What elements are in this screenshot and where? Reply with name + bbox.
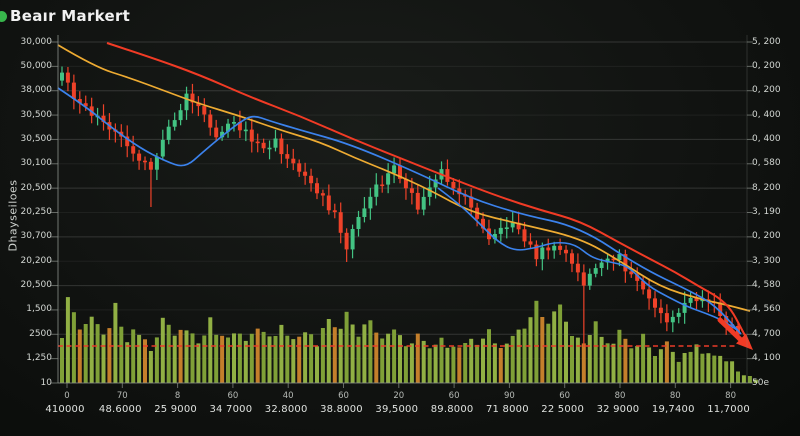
x-axis-value-label: 410000 [45, 404, 85, 415]
x-axis-value-label: 89.8000 [430, 404, 474, 415]
x-axis-value-label: 19,7400 [651, 404, 695, 415]
right-axis-label: 0, 400 [752, 109, 781, 120]
x-axis-tick-label: 60 [448, 391, 460, 401]
right-axis-label: 3, 300 [752, 255, 781, 266]
right-axis-label: 3, 190 [752, 207, 781, 217]
left-axis-label: 1,500 [26, 304, 52, 315]
left-axis-label: 10 [40, 377, 52, 388]
left-axis-label: 30,100 [20, 158, 53, 169]
x-axis-tick-label: 20 [393, 391, 405, 401]
right-axis-label: 0, 200 [752, 60, 781, 71]
yellow-ma-line [57, 44, 751, 312]
left-axis-label: 20,200 [20, 255, 53, 266]
x-axis-tick-label: 8 [174, 391, 181, 401]
breakdown-arrow-head-icon [736, 333, 753, 350]
right-axis-label: 4, 700 [752, 328, 781, 339]
left-axis-label: 1,250 [26, 353, 52, 364]
volume-bars [60, 297, 758, 383]
left-axis-label: 30,500 [20, 133, 53, 144]
right-axis-label: 8, 200 [752, 182, 781, 193]
left-axis-label: 20,500 [20, 182, 53, 193]
right-axis-label: 0, 200 [752, 231, 781, 242]
right-axis-label: 5, 200 [752, 36, 781, 47]
left-axis-label: 30,700 [20, 231, 53, 242]
x-axis-value-label: 38.8000 [320, 404, 363, 415]
status-dot-icon [0, 11, 7, 22]
x-axis-tick-label: 60 [227, 391, 239, 401]
left-axis-label: 30,000 [20, 36, 53, 47]
red-ma-line [106, 42, 750, 344]
x-axis-value-label: 34 7000 [209, 404, 253, 415]
right-axis-label: 50e [752, 377, 769, 388]
candles [60, 66, 740, 347]
right-axis-label: 4, 100 [752, 353, 781, 364]
axes [51, 35, 753, 388]
x-axis-value-label: 48.6000 [98, 404, 142, 415]
left-axis-label: 20,500 [20, 280, 53, 291]
left-axis-label: 38,000 [20, 85, 53, 96]
left-axis-label: 50,000 [20, 60, 53, 71]
moving-averages [57, 42, 751, 344]
x-axis-value-label: 25 9000 [154, 404, 197, 415]
left-axis-label: 20,250 [20, 207, 53, 217]
x-axis-tick-label: 40 [282, 391, 294, 401]
x-axis-tick-label: 60 [559, 391, 571, 401]
left-axis-label: 2500 [29, 328, 52, 339]
x-axis-tick-label: 60 [338, 391, 349, 401]
x-axis-value-label: 32 9000 [596, 404, 640, 415]
breakdown-arrow-shaft [717, 317, 745, 344]
right-axis-label: 0, 580 [752, 158, 781, 169]
x-axis-tick-label: 80 [725, 391, 736, 401]
x-axis-tick-label: 70 [116, 391, 128, 401]
right-axis-label: 0, 400 [752, 133, 781, 144]
x-axis-tick-label: 80 [669, 391, 681, 401]
x-axis-tick-label: 80 [614, 391, 626, 401]
x-axis-value-label: 11,7000 [707, 404, 750, 415]
x-axis-value-label: 22 5000 [541, 404, 585, 415]
chart-title: Beaır Markert [10, 7, 131, 25]
blue-short-ma-line [437, 187, 738, 331]
annotations [58, 317, 753, 350]
x-axis-value-label: 32.8000 [264, 404, 308, 415]
gridlines [58, 41, 747, 360]
left-axis-label: 30,500 [20, 109, 53, 120]
x-axis-value-label: 71 8000 [486, 404, 529, 415]
right-axis-label: 4, 560 [752, 304, 781, 315]
x-axis-tick-label: 90 [503, 391, 515, 401]
x-axis-tick-label: 0 [64, 391, 70, 401]
blue-ma-line [57, 87, 742, 335]
right-axis-label: 4, 580 [752, 280, 781, 291]
x-axis-value-label: 39,5000 [375, 404, 419, 415]
right-axis-label: 0, 200 [752, 85, 781, 96]
